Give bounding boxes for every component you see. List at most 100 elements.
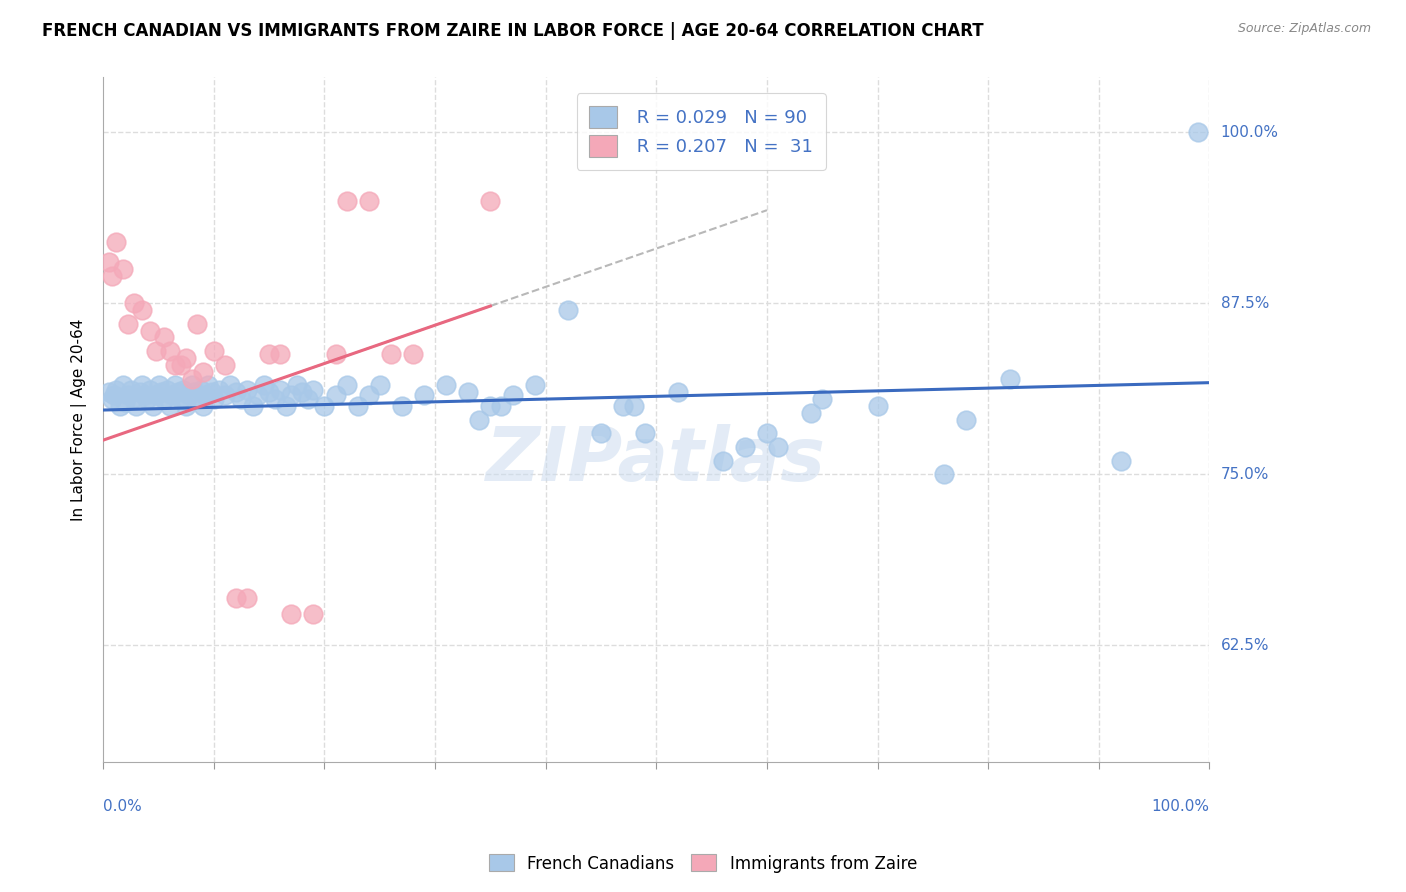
Point [668,385,690,400]
Point [335,194,357,208]
Point [457,385,479,400]
Point [257,385,280,400]
Point [153,392,176,406]
Point [589,426,612,441]
Point [280,607,302,621]
Point [112,378,135,392]
Point [242,399,264,413]
Point [169,358,191,372]
Point [202,392,225,406]
Point [174,351,197,365]
Text: FRENCH CANADIAN VS IMMIGRANTS FROM ZAIRE IN LABOR FORCE | AGE 20-64 CORRELATION : FRENCH CANADIAN VS IMMIGRANTS FROM ZAIRE… [42,22,984,40]
Point [156,383,179,397]
Point [160,388,183,402]
Point [402,347,425,361]
Point [165,378,187,392]
Point [302,383,325,397]
Point [179,388,201,402]
Point [368,378,391,392]
Point [219,378,242,392]
Point [159,399,181,413]
Point [131,378,153,392]
Point [172,383,194,397]
Point [811,392,834,406]
Point [149,385,172,400]
Point [122,391,145,405]
Point [186,392,208,406]
Point [413,388,436,402]
Point [335,378,357,392]
Point [491,399,513,413]
Point [236,591,259,605]
Point [138,383,160,397]
Point [183,385,205,400]
Point [325,347,347,361]
Point [434,378,457,392]
Point [766,440,789,454]
Point [231,392,253,406]
Point [479,194,502,208]
Point [125,399,148,413]
Point [120,383,142,397]
Legend:  R = 0.029   N = 90,  R = 0.207   N =  31: R = 0.029 N = 90, R = 0.207 N = 31 [576,94,825,169]
Point [225,385,247,400]
Point [108,399,131,413]
Point [302,607,325,621]
Point [180,378,202,392]
Point [214,358,236,372]
Point [380,347,402,361]
Point [468,412,491,426]
Point [257,347,280,361]
Point [105,383,128,397]
Point [191,365,214,379]
Point [502,388,524,402]
Point [1109,453,1132,467]
Point [138,324,160,338]
Legend: French Canadians, Immigrants from Zaire: French Canadians, Immigrants from Zaire [482,847,924,880]
Point [174,399,197,413]
Point [208,383,231,397]
Point [136,392,159,406]
Point [866,399,889,413]
Point [180,371,202,385]
Point [285,378,308,392]
Point [346,399,368,413]
Point [800,406,823,420]
Point [114,394,136,409]
Point [314,399,336,413]
Point [197,378,219,392]
Point [145,388,167,402]
Text: 87.5%: 87.5% [1220,296,1268,310]
Point [252,378,274,392]
Point [612,399,634,413]
Point [955,412,977,426]
Point [932,467,955,482]
Point [523,378,546,392]
Point [711,453,734,467]
Point [117,317,139,331]
Point [274,399,297,413]
Point [165,358,187,372]
Point [263,392,285,406]
Text: 100.0%: 100.0% [1220,125,1278,140]
Point [97,255,120,269]
Text: Source: ZipAtlas.com: Source: ZipAtlas.com [1237,22,1371,36]
Point [214,388,236,402]
Point [153,330,176,344]
Point [247,388,270,402]
Point [142,399,165,413]
Point [291,385,314,400]
Point [97,385,120,400]
Text: 100.0%: 100.0% [1152,799,1209,814]
Point [280,388,302,402]
Point [634,426,657,441]
Point [297,392,319,406]
Point [134,388,156,402]
Point [112,262,135,277]
Point [269,347,291,361]
Point [202,344,225,359]
Point [186,317,208,331]
Y-axis label: In Labor Force | Age 20-64: In Labor Force | Age 20-64 [72,318,87,521]
Point [145,344,167,359]
Point [167,385,190,400]
